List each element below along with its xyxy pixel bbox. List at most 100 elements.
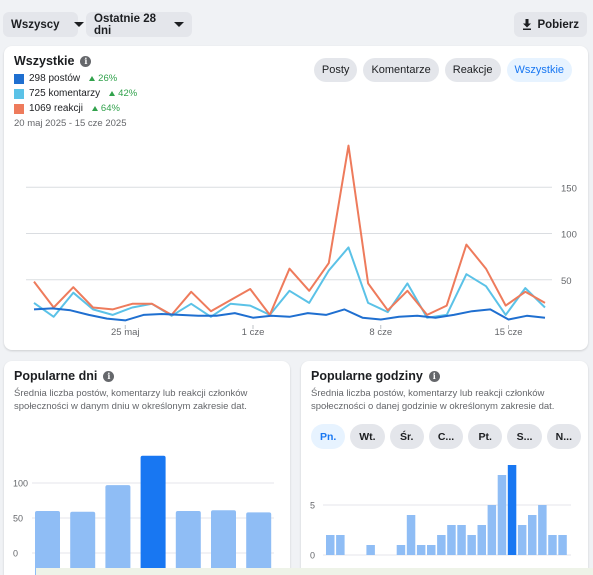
x-tick-label: 8 cze — [369, 327, 392, 338]
info-icon[interactable]: i — [428, 370, 440, 382]
change-badge: 64% — [91, 103, 120, 114]
series-line — [33, 144, 546, 316]
legend-label: 1069 reakcji — [29, 103, 83, 114]
day-pill-wednesday[interactable]: Śr. — [389, 424, 424, 449]
bar — [326, 535, 335, 555]
trend-up-icon — [109, 91, 116, 96]
day-pill-monday[interactable]: Pn. — [311, 424, 346, 449]
tab-reactions[interactable]: Reakcje — [444, 58, 501, 82]
activity-card-title: Wszystkie — [14, 54, 75, 68]
bar — [366, 545, 375, 555]
change-badge: 42% — [109, 88, 137, 99]
bar — [558, 535, 567, 555]
popular-days-bar-chart: 0 50 100 — [13, 455, 274, 575]
bar — [416, 545, 426, 555]
legend-label: 298 postów — [29, 73, 81, 84]
legend-item-posts[interactable]: 298 postów 26% — [14, 71, 137, 86]
page-bottom-strip — [36, 568, 593, 575]
bar — [105, 485, 131, 575]
legend-label: 725 komentarzy — [29, 88, 101, 99]
popular-days-card: Popularne dni i Średnia liczba postów, k… — [4, 361, 290, 575]
bar — [427, 545, 436, 555]
audience-filter-label: Wszyscy — [11, 18, 60, 31]
date-range: 20 maj 2025 - 15 cze 2025 — [14, 118, 127, 129]
x-tick-label: 15 cze — [495, 327, 523, 338]
x-tick-label: 25 maj — [111, 327, 140, 338]
audience-filter-dropdown[interactable]: Wszyscy — [3, 12, 84, 37]
trend-up-icon — [91, 106, 98, 111]
popular-hours-card: Popularne godziny i Średnia liczba postó… — [301, 361, 588, 575]
bar — [447, 525, 456, 555]
activity-legend: 298 postów 26% 725 komentarzy 42% 1069 r… — [14, 71, 137, 116]
download-button[interactable]: Pobierz — [514, 12, 587, 37]
bar — [497, 475, 507, 555]
change-value: 26% — [98, 73, 118, 84]
tab-all[interactable]: Wszystkie — [506, 58, 572, 82]
tab-comments[interactable]: Komentarze — [363, 58, 439, 82]
legend-swatch — [14, 103, 24, 114]
bar — [517, 525, 527, 555]
day-pill-friday[interactable]: Pt. — [468, 424, 503, 449]
bar — [140, 455, 166, 575]
y-tick-label: 0 — [310, 551, 315, 561]
x-tick-label: 1 cze — [242, 327, 265, 338]
y-tick-label: 100 — [561, 230, 577, 241]
period-label: Ostatnie 28 dni — [94, 12, 156, 37]
y-tick-label: 50 — [561, 276, 572, 287]
popular-days-title: Popularne dni — [14, 369, 98, 383]
day-pill-tuesday[interactable]: Wt. — [350, 424, 385, 449]
download-icon — [523, 19, 532, 30]
day-pill-thursday[interactable]: C... — [428, 424, 464, 449]
change-badge: 26% — [89, 73, 117, 84]
info-icon[interactable]: i — [80, 55, 92, 67]
day-pill-sunday[interactable]: N... — [546, 424, 581, 449]
bar — [396, 545, 406, 555]
trend-up-icon — [89, 76, 96, 81]
chevron-down-icon — [73, 22, 84, 27]
day-pill-saturday[interactable]: S... — [507, 424, 542, 449]
period-dropdown[interactable]: Ostatnie 28 dni — [86, 12, 192, 37]
y-tick-label: 5 — [310, 501, 315, 511]
tab-posts[interactable]: Posty — [313, 58, 358, 82]
bar — [467, 535, 476, 555]
bar — [246, 512, 272, 575]
popular-hours-bar-chart: 05 — [310, 465, 571, 561]
info-icon[interactable]: i — [103, 370, 115, 382]
popular-hours-subtitle: Średnia liczba postów, komentarzy lub re… — [311, 388, 555, 412]
day-selector: Pn. Wt. Śr. C... Pt. S... N... — [311, 424, 581, 449]
bar — [528, 515, 537, 555]
bar — [336, 535, 345, 555]
series-line — [33, 307, 546, 322]
bar — [538, 505, 547, 555]
y-tick-label: 50 — [13, 514, 23, 524]
popular-hours-title: Popularne godziny — [311, 369, 423, 383]
bar — [457, 525, 466, 555]
legend-swatch — [14, 73, 24, 84]
activity-card: Wszystkie i 298 postów 26% 725 komentarz… — [4, 46, 588, 350]
activity-line-chart: 50 100 150 25 maj 1 cze 8 cze 15 cze — [26, 144, 577, 338]
y-tick-label: 0 — [13, 549, 18, 559]
top-toolbar: Wszyscy Ostatnie 28 dni Pobierz — [0, 0, 593, 46]
bar — [548, 535, 557, 555]
metric-tabs: Posty Komentarze Reakcje Wszystkie — [313, 58, 572, 82]
bar — [211, 510, 236, 575]
series-line — [33, 246, 546, 319]
bar — [507, 465, 517, 555]
legend-item-comments[interactable]: 725 komentarzy 42% — [14, 86, 137, 101]
bar — [477, 525, 486, 555]
download-label: Pobierz — [537, 18, 579, 31]
change-value: 42% — [118, 88, 138, 99]
y-tick-label: 150 — [561, 183, 577, 194]
bar — [406, 515, 416, 555]
bar — [437, 535, 446, 555]
y-tick-label: 100 — [13, 479, 28, 489]
change-value: 64% — [100, 103, 120, 114]
legend-item-reactions[interactable]: 1069 reakcji 64% — [14, 101, 137, 116]
bar — [487, 505, 497, 555]
legend-swatch — [14, 88, 24, 99]
bar — [70, 511, 96, 575]
bar — [35, 511, 60, 575]
chevron-down-icon — [174, 22, 184, 27]
bar — [175, 511, 201, 575]
popular-days-subtitle: Średnia liczba postów, komentarzy lub re… — [14, 388, 248, 412]
